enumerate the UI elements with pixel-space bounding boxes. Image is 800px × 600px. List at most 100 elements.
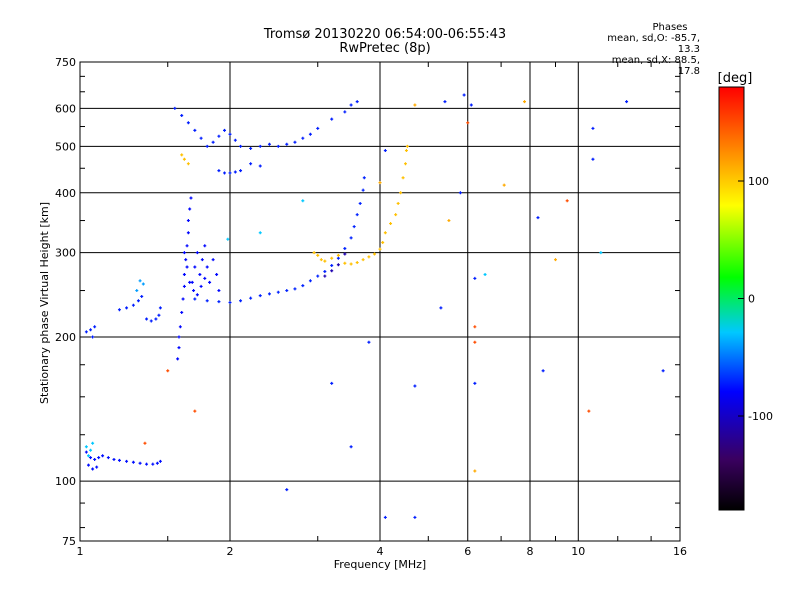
data-point [193, 409, 197, 413]
data-point [381, 240, 385, 244]
data-point [193, 128, 197, 132]
data-point [195, 251, 199, 255]
plot-frame [79, 61, 681, 542]
data-point [158, 459, 162, 463]
data-point [86, 463, 90, 467]
y-tick-label: 400 [55, 187, 76, 200]
data-point [117, 458, 121, 462]
data-point [95, 465, 99, 469]
data-point [166, 369, 170, 373]
data-point [192, 289, 196, 293]
colorbar-tick-label: 0 [748, 293, 755, 306]
data-point [383, 231, 387, 235]
data-point [473, 381, 477, 385]
data-point [591, 157, 595, 161]
data-point [182, 273, 186, 277]
y-tick-label: 600 [55, 102, 76, 115]
chart-subtitle: RwPretec (8p) [339, 41, 431, 56]
data-point [91, 335, 95, 339]
y-tick-label: 75 [62, 535, 76, 548]
data-point [186, 231, 190, 235]
data-point [239, 299, 243, 303]
data-point [125, 306, 129, 310]
data-point [208, 280, 212, 284]
data-point [249, 162, 253, 166]
data-point [293, 140, 297, 144]
data-point [336, 253, 340, 257]
data-point [323, 274, 327, 278]
data-point [541, 369, 545, 373]
data-point [223, 171, 227, 175]
data-point [330, 381, 334, 385]
data-point [355, 261, 359, 265]
data-point [301, 199, 305, 203]
axis-ticks: 1 2 4 6 8 10 16 75 100 200 300 400 500 600 750 [55, 56, 687, 558]
data-point [396, 201, 400, 205]
data-point [401, 176, 405, 180]
data-point [89, 328, 93, 332]
data-point [178, 325, 182, 329]
data-point [239, 144, 243, 148]
data-point [97, 456, 101, 460]
data-point [285, 142, 289, 146]
data-point [223, 128, 227, 132]
data-point [203, 276, 207, 280]
data-point [349, 262, 353, 266]
data-point [403, 162, 407, 166]
data-point [184, 258, 188, 262]
data-point [258, 294, 262, 298]
data-point [599, 251, 603, 255]
data-point [149, 319, 153, 323]
data-point [523, 100, 527, 104]
data-point [140, 294, 144, 298]
x-tick-label: 2 [227, 545, 234, 558]
data-point [258, 164, 262, 168]
data-point [349, 236, 353, 240]
data-point [378, 181, 382, 185]
data-point [233, 138, 237, 142]
data-point [312, 251, 316, 255]
data-point [343, 252, 347, 256]
data-point [362, 176, 366, 180]
y-tick-label: 300 [55, 247, 76, 260]
data-point [228, 171, 232, 175]
data-point [343, 261, 347, 265]
data-point [180, 113, 184, 117]
data-point [91, 467, 95, 471]
data-point [217, 134, 221, 138]
data-point [565, 199, 569, 203]
y-tick-label: 500 [55, 140, 76, 153]
data-point [276, 290, 280, 294]
phase-stats-o: mean, sd,O: -85.7, 13.3 [607, 33, 700, 55]
data-point [217, 169, 221, 173]
data-point [336, 263, 340, 267]
colorbar-label: [deg] [718, 71, 753, 86]
x-tick-label: 4 [377, 545, 384, 558]
data-point [215, 273, 219, 277]
data-point [186, 162, 190, 166]
data-point [469, 103, 473, 107]
data-point [203, 244, 207, 248]
data-point [228, 132, 232, 136]
data-point [473, 340, 477, 344]
data-point [199, 136, 203, 140]
data-point [591, 126, 595, 130]
data-points [84, 93, 665, 519]
data-point [145, 462, 149, 466]
data-point [389, 222, 393, 226]
data-point [355, 213, 359, 217]
data-point [258, 144, 262, 148]
data-point [361, 188, 365, 192]
data-point [473, 325, 477, 329]
data-point [154, 317, 158, 321]
data-point [413, 103, 417, 107]
data-point [502, 183, 506, 187]
data-point [228, 301, 232, 305]
data-point [177, 335, 181, 339]
data-point [293, 287, 297, 291]
data-point [355, 100, 359, 104]
data-point [349, 445, 353, 449]
data-point [176, 357, 180, 361]
data-point [383, 515, 387, 519]
data-point [661, 369, 665, 373]
